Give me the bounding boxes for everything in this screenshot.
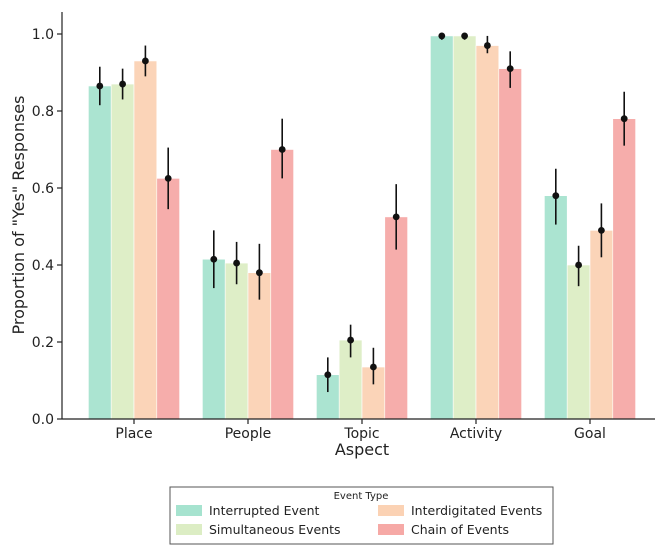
legend-items: Interrupted Event Simultaneous Events Inte…: [176, 503, 542, 537]
y-ticks: 0.0 0.2 0.4 0.6 0.8 1.0: [32, 27, 62, 428]
mean-point-simultaneous-events-activity: [461, 32, 468, 40]
mean-point-interdigitated-events-topic: [370, 363, 377, 371]
x-tick-label-goal: Goal: [574, 426, 606, 442]
y-tick-label: 0.8: [32, 104, 54, 120]
mean-point-interrupted-event-activity: [438, 32, 446, 40]
mean-point-interdigitated-events-activity: [484, 42, 491, 49]
bar-simultaneous-events-goal: [566, 264, 591, 420]
x-tick-label-activity: Activity: [450, 426, 502, 442]
bar-interrupted-event-place: [88, 85, 112, 420]
legend-label-simultaneous-events: Simultaneous Events: [209, 522, 341, 537]
y-tick-label: 0.4: [32, 258, 54, 274]
legend-swatch-chain-of-events: [378, 524, 404, 535]
y-tick-label: 0.0: [32, 412, 54, 428]
bars-group: [88, 35, 636, 420]
legend-swatch-simultaneous-events: [176, 524, 202, 535]
bar-chain-of-events-place: [156, 178, 180, 420]
legend-label-interrupted-event: Interrupted Event: [209, 503, 320, 518]
mean-point-simultaneous-events-people: [233, 259, 241, 267]
mean-point-chain-of-events-place: [164, 174, 172, 182]
legend-label-chain-of-events: Chain of Events: [411, 522, 509, 537]
bar-interrupted-event-goal: [544, 195, 568, 420]
legend-label-interdigitated-events: Interdigitated Events: [411, 503, 542, 518]
bar-chain-of-events-goal: [612, 118, 636, 420]
bar-interdigitated-events-place: [133, 60, 158, 420]
bar-simultaneous-events-place: [110, 83, 135, 420]
bar-simultaneous-events-activity: [452, 35, 477, 420]
bar-interdigitated-events-goal: [589, 230, 614, 420]
mean-point-chain-of-events-goal: [620, 115, 628, 123]
legend-swatch-interrupted-event: [176, 505, 202, 516]
legend-title: Event Type: [334, 491, 389, 502]
mean-point-chain-of-events-activity: [506, 65, 514, 73]
bar-chain-of-events-activity: [498, 68, 522, 420]
mean-point-interrupted-event-topic: [324, 371, 332, 379]
bar-interrupted-event-activity: [430, 35, 454, 420]
mean-point-simultaneous-events-place: [119, 80, 126, 88]
bar-simultaneous-events-people: [224, 262, 249, 420]
mean-point-chain-of-events-topic: [392, 213, 400, 221]
mean-point-interrupted-event-goal: [552, 192, 560, 200]
axes-group: [61, 12, 655, 420]
mean-point-interrupted-event-people: [210, 255, 218, 263]
mean-point-interdigitated-events-goal: [598, 226, 605, 234]
mean-point-simultaneous-events-goal: [575, 261, 582, 269]
x-tick-label-place: Place: [115, 426, 152, 442]
y-tick-label: 0.6: [32, 181, 54, 197]
legend-frame: [169, 486, 554, 545]
y-tick-label: 1.0: [32, 27, 54, 43]
error-bars-group: [96, 32, 628, 393]
mean-point-interdigitated-events-people: [256, 269, 263, 277]
x-tick-label-topic: Topic: [343, 426, 379, 442]
bar-chain-of-events-people: [270, 149, 294, 420]
legend-swatch-interdigitated-events: [378, 505, 404, 516]
mean-point-interdigitated-events-place: [142, 57, 149, 65]
mean-point-chain-of-events-people: [278, 146, 286, 153]
bar-interdigitated-events-activity: [475, 45, 500, 420]
x-axis-label: Aspect: [335, 440, 389, 459]
mean-point-interrupted-event-place: [96, 82, 104, 90]
y-tick-label: 0.2: [32, 335, 54, 351]
mean-point-simultaneous-events-topic: [347, 336, 354, 344]
x-ticks: Place People Topic Activity Goal: [115, 419, 606, 442]
x-tick-label-people: People: [225, 426, 272, 442]
legend: Event Type Interrupted Event Simultaneous…: [169, 486, 554, 545]
y-axis-label: Proportion of "Yes" Responses: [9, 96, 28, 335]
